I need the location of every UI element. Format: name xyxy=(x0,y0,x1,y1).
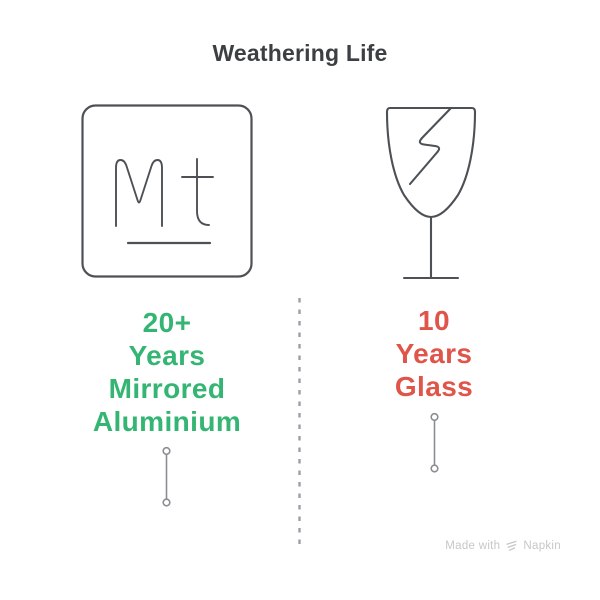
watermark-prefix: Made with xyxy=(445,539,501,552)
left-label-line-duration: 20+ xyxy=(142,307,192,338)
page-title: Weathering Life xyxy=(212,40,388,66)
left-label-line-material-2: Aluminium xyxy=(92,406,242,437)
left-label: 20+ Years Mirrored Aluminium xyxy=(57,306,277,438)
watermark: Made with Napkin xyxy=(445,539,561,552)
left-label-line-material-1: Mirrored xyxy=(108,373,226,404)
right-label-line-years: Years xyxy=(395,338,473,369)
left-connector-pin xyxy=(160,446,173,508)
right-connector-pin xyxy=(428,412,441,474)
right-label-line-duration: 10 xyxy=(418,305,450,336)
right-label-line-material: Glass xyxy=(394,371,474,402)
mirrored-aluminium-mt-plate-icon xyxy=(81,104,253,278)
napkin-logo-icon xyxy=(505,539,518,552)
cracked-wine-glass-icon xyxy=(380,105,482,281)
right-label: 10 Years Glass xyxy=(324,304,544,403)
left-label-line-years: Years xyxy=(128,340,206,371)
dashed-divider xyxy=(296,297,303,545)
watermark-brand: Napkin xyxy=(523,539,561,552)
